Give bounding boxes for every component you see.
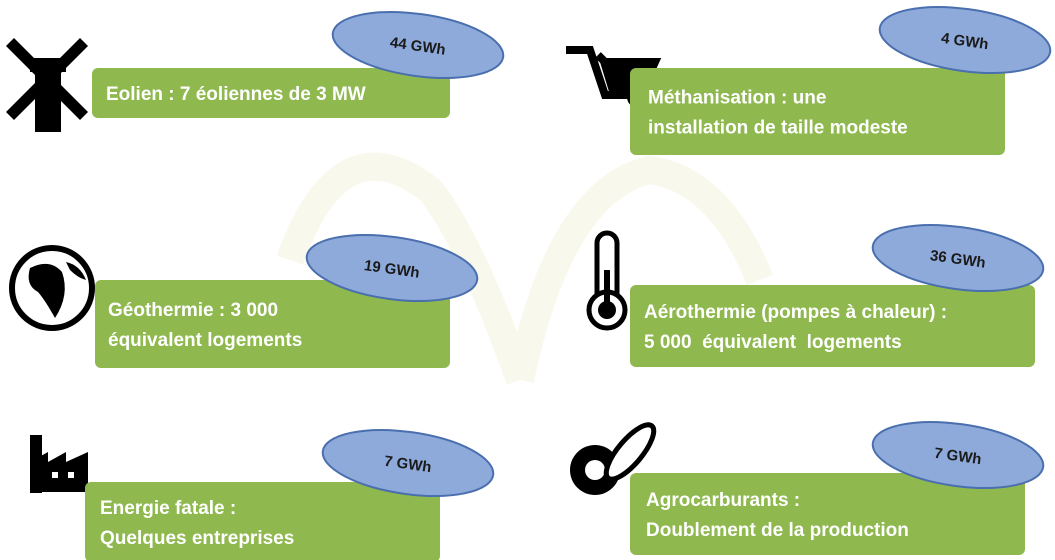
badge-text: 4 GWh <box>940 30 989 53</box>
badge-ellipse <box>321 429 495 497</box>
badge-ellipse <box>871 224 1045 292</box>
windmill-icon <box>6 38 88 132</box>
label-line: Energie fatale : <box>100 498 236 519</box>
factory-icon <box>30 435 88 493</box>
badge: 7 GWh <box>871 421 1045 489</box>
label-box <box>630 473 1025 555</box>
badge: 44 GWh <box>331 11 505 79</box>
globe-icon <box>9 245 95 331</box>
label-line: Quelques entreprises <box>100 528 294 549</box>
item: Aérothermie (pompes à chaleur) : 5 000 éq… <box>630 224 1045 367</box>
thermometer-icon <box>586 230 628 331</box>
label-line: installation de taille modeste <box>648 118 908 139</box>
label-box <box>630 68 1005 155</box>
badge-ellipse <box>305 234 479 302</box>
item: Agrocarburants : Doublement de la product… <box>630 421 1045 555</box>
badge: 19 GWh <box>305 234 479 302</box>
item: Méthanisation : une installation de taill… <box>630 6 1052 155</box>
label-box <box>630 285 1035 367</box>
badge-ellipse <box>331 11 505 79</box>
label-line: équivalent logements <box>108 330 302 351</box>
label-line: Méthanisation : une <box>648 88 826 109</box>
label-box <box>92 68 450 118</box>
label-line: Géothermie : 3 000 <box>108 300 278 321</box>
badge-ellipse <box>878 6 1052 74</box>
badge-text: 7 GWh <box>933 445 982 468</box>
label-line: 5 000 équivalent logements <box>644 332 902 353</box>
item: Géothermie : 3 000 équivalent logements 19… <box>95 234 479 368</box>
background-logo <box>276 152 773 385</box>
badge: 4 GWh <box>878 6 1052 74</box>
label-box <box>95 280 450 368</box>
badge-ellipse <box>871 421 1045 489</box>
label-line: Agrocarburants : <box>646 490 800 511</box>
label-line: Aérothermie (pompes à chaleur) : <box>644 302 947 323</box>
badge-text: 7 GWh <box>383 453 432 476</box>
label-line: Doublement de la production <box>646 520 909 541</box>
badge: 7 GWh <box>321 429 495 497</box>
badge: 36 GWh <box>871 224 1045 292</box>
label-box <box>85 482 440 560</box>
item: Eolien : 7 éoliennes de 3 MW 44 GWh <box>92 11 505 118</box>
label-line: Eolien : 7 éoliennes de 3 MW <box>106 84 366 105</box>
agro-icon <box>570 422 657 495</box>
item: Energie fatale : Quelques entreprises 7 GW… <box>85 429 495 560</box>
